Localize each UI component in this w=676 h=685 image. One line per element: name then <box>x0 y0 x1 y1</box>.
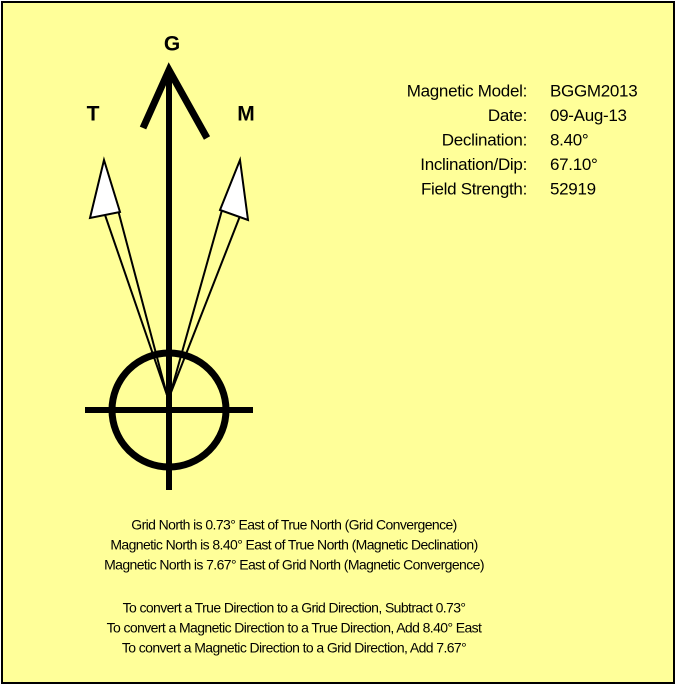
true-label: T <box>87 103 100 126</box>
true-shaft <box>103 211 168 396</box>
info-label: Field Strength: <box>421 179 527 198</box>
info-label: Declination: <box>442 130 527 149</box>
info-value: 09-Aug-13 <box>550 106 627 125</box>
grid-label: G <box>164 33 180 56</box>
magnetic-label: M <box>237 103 255 126</box>
info-label: Magnetic Model: <box>407 81 527 100</box>
conversion-line: To convert a Magnetic Direction to a Tru… <box>107 620 482 636</box>
true-head <box>88 156 122 220</box>
magnetic-head <box>218 156 250 222</box>
info-value: 52919 <box>550 179 596 198</box>
conversion-line: To convert a True Direction to a Grid Di… <box>123 600 466 616</box>
true-shaft <box>117 209 168 396</box>
info-table: Magnetic Model: BGGM2013 Date: 09-Aug-13 Dec… <box>407 81 638 198</box>
info-value: 67.10° <box>550 155 598 174</box>
notes: Grid North is 0.73° East of True North (… <box>104 517 484 656</box>
note-line: Magnetic North is 8.40° East of True Nor… <box>110 537 477 553</box>
info-label: Date: <box>488 106 527 125</box>
note-line: Magnetic North is 7.67° East of Grid Nor… <box>104 557 484 573</box>
conversion-line: To convert a Magnetic Direction to a Gri… <box>122 640 466 656</box>
grid-head <box>139 62 211 140</box>
north-arrows <box>85 62 253 490</box>
note-line: Grid North is 0.73° East of True North (… <box>131 517 456 533</box>
magnetic-shaft <box>169 215 241 396</box>
magnetic-shaft <box>169 209 223 396</box>
info-label: Inclination/Dip: <box>420 155 527 174</box>
info-value: BGGM2013 <box>550 81 637 100</box>
info-value: 8.40° <box>550 130 588 149</box>
